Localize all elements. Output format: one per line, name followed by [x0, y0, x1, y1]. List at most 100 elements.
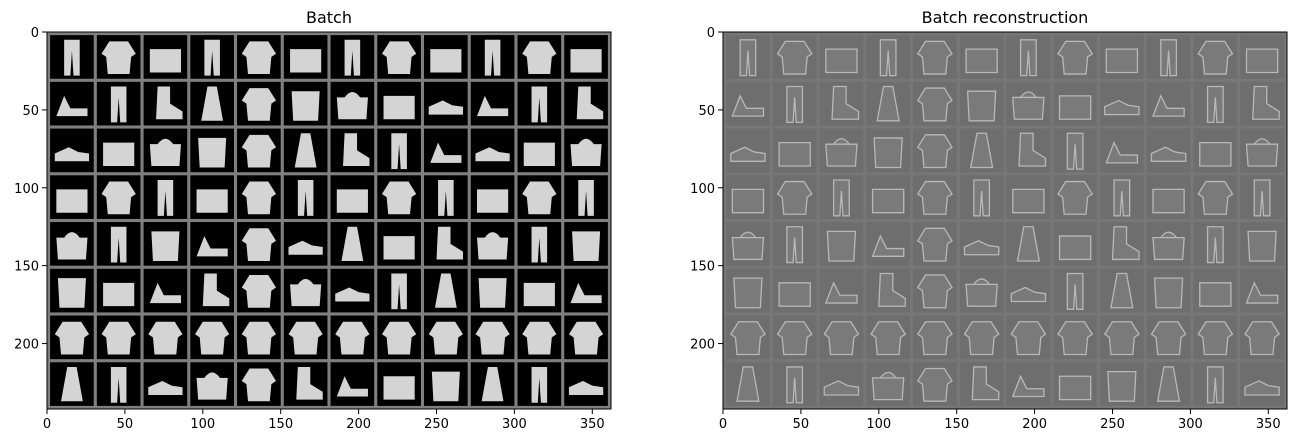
image-tile — [330, 175, 375, 219]
image-tile — [470, 35, 515, 79]
image-tile — [517, 175, 562, 219]
image-tile — [866, 35, 910, 79]
image-tile — [819, 268, 864, 313]
image-tile — [1006, 35, 1051, 79]
image-tile — [866, 81, 910, 126]
y-tick-label: 0 — [31, 26, 39, 41]
image-tile — [913, 81, 957, 126]
image-tile — [470, 268, 515, 313]
image-tile — [96, 128, 141, 173]
image-tile — [1006, 81, 1051, 126]
image-tile — [237, 175, 281, 219]
image-tile — [517, 268, 562, 313]
x-tick-label: 50 — [117, 417, 134, 432]
image-tile — [190, 35, 234, 79]
image-tile — [959, 81, 1004, 126]
image-tile — [330, 268, 375, 313]
image-tile — [517, 81, 562, 126]
image-tile — [819, 175, 864, 219]
image-tile — [143, 128, 188, 173]
image-tile — [96, 81, 141, 126]
x-tick-label: 150 — [944, 417, 969, 432]
image-tile — [237, 268, 281, 313]
image-tile — [913, 222, 957, 266]
image-tile — [237, 315, 281, 360]
image-tile — [377, 362, 421, 406]
image-tile — [959, 315, 1004, 360]
image-tile — [96, 222, 141, 266]
image-tile — [470, 315, 515, 360]
image-tile — [143, 222, 188, 266]
image-tile — [283, 315, 328, 360]
x-tick-label: 300 — [502, 417, 527, 432]
image-tile — [377, 175, 421, 219]
image-tile — [772, 81, 817, 126]
image-tile — [1146, 268, 1191, 313]
image-tile — [1193, 268, 1238, 313]
x-tick-label: 200 — [346, 417, 371, 432]
image-tile — [50, 175, 94, 219]
image-tile — [913, 35, 957, 79]
image-tile — [190, 315, 234, 360]
image-tile — [330, 35, 375, 79]
image-tile — [283, 35, 328, 79]
image-tile — [819, 81, 864, 126]
image-tile — [772, 222, 817, 266]
image-tile — [772, 128, 817, 173]
image-tile — [143, 268, 188, 313]
image-tile — [330, 315, 375, 360]
x-tick-label: 350 — [1256, 417, 1281, 432]
image-tile — [50, 362, 94, 406]
image-tile — [424, 268, 468, 313]
axes: 0 50 100 150 200 250 300 350 0 50 100 150 200 — [690, 26, 1288, 432]
image-tile — [517, 362, 562, 406]
image-tile — [1053, 362, 1097, 406]
image-tile — [1100, 128, 1144, 173]
image-tile — [470, 222, 515, 266]
image-tile — [517, 222, 562, 266]
image-tile — [819, 222, 864, 266]
image-tile — [377, 268, 421, 313]
image-tile — [424, 128, 468, 173]
image-tile — [564, 362, 608, 406]
image-tile — [1146, 315, 1191, 360]
image-tile — [190, 268, 234, 313]
image-tile — [564, 268, 608, 313]
x-tick-label: 250 — [424, 417, 449, 432]
image-tile — [726, 81, 770, 126]
image-tile — [913, 315, 957, 360]
image-grid — [47, 32, 611, 409]
image-tile — [772, 175, 817, 219]
y-tick-label: 150 — [14, 260, 39, 275]
image-tile — [1240, 175, 1284, 219]
image-tile — [564, 35, 608, 79]
image-tile — [143, 175, 188, 219]
image-tile — [190, 128, 234, 173]
image-tile — [564, 222, 608, 266]
image-tile — [1240, 362, 1284, 406]
y-tick-label: 50 — [22, 104, 39, 119]
image-tile — [424, 175, 468, 219]
x-tick-label: 50 — [793, 417, 810, 432]
image-tile — [1053, 35, 1097, 79]
image-tile — [1053, 268, 1097, 313]
y-tick-label: 150 — [690, 260, 715, 275]
image-tile — [1240, 128, 1284, 173]
image-tile — [1006, 362, 1051, 406]
image-tile — [1240, 222, 1284, 266]
image-tile — [866, 315, 910, 360]
x-tick-label: 0 — [43, 417, 51, 432]
image-tile — [1053, 175, 1097, 219]
image-tile — [959, 175, 1004, 219]
y-tick-label: 100 — [14, 182, 39, 197]
x-tick-label: 100 — [190, 417, 215, 432]
image-tile — [470, 128, 515, 173]
image-tile — [564, 175, 608, 219]
image-tile — [1240, 35, 1284, 79]
image-grid — [723, 32, 1287, 409]
image-tile — [726, 175, 770, 219]
image-tile — [143, 81, 188, 126]
image-tile — [377, 222, 421, 266]
image-tile — [1193, 315, 1238, 360]
